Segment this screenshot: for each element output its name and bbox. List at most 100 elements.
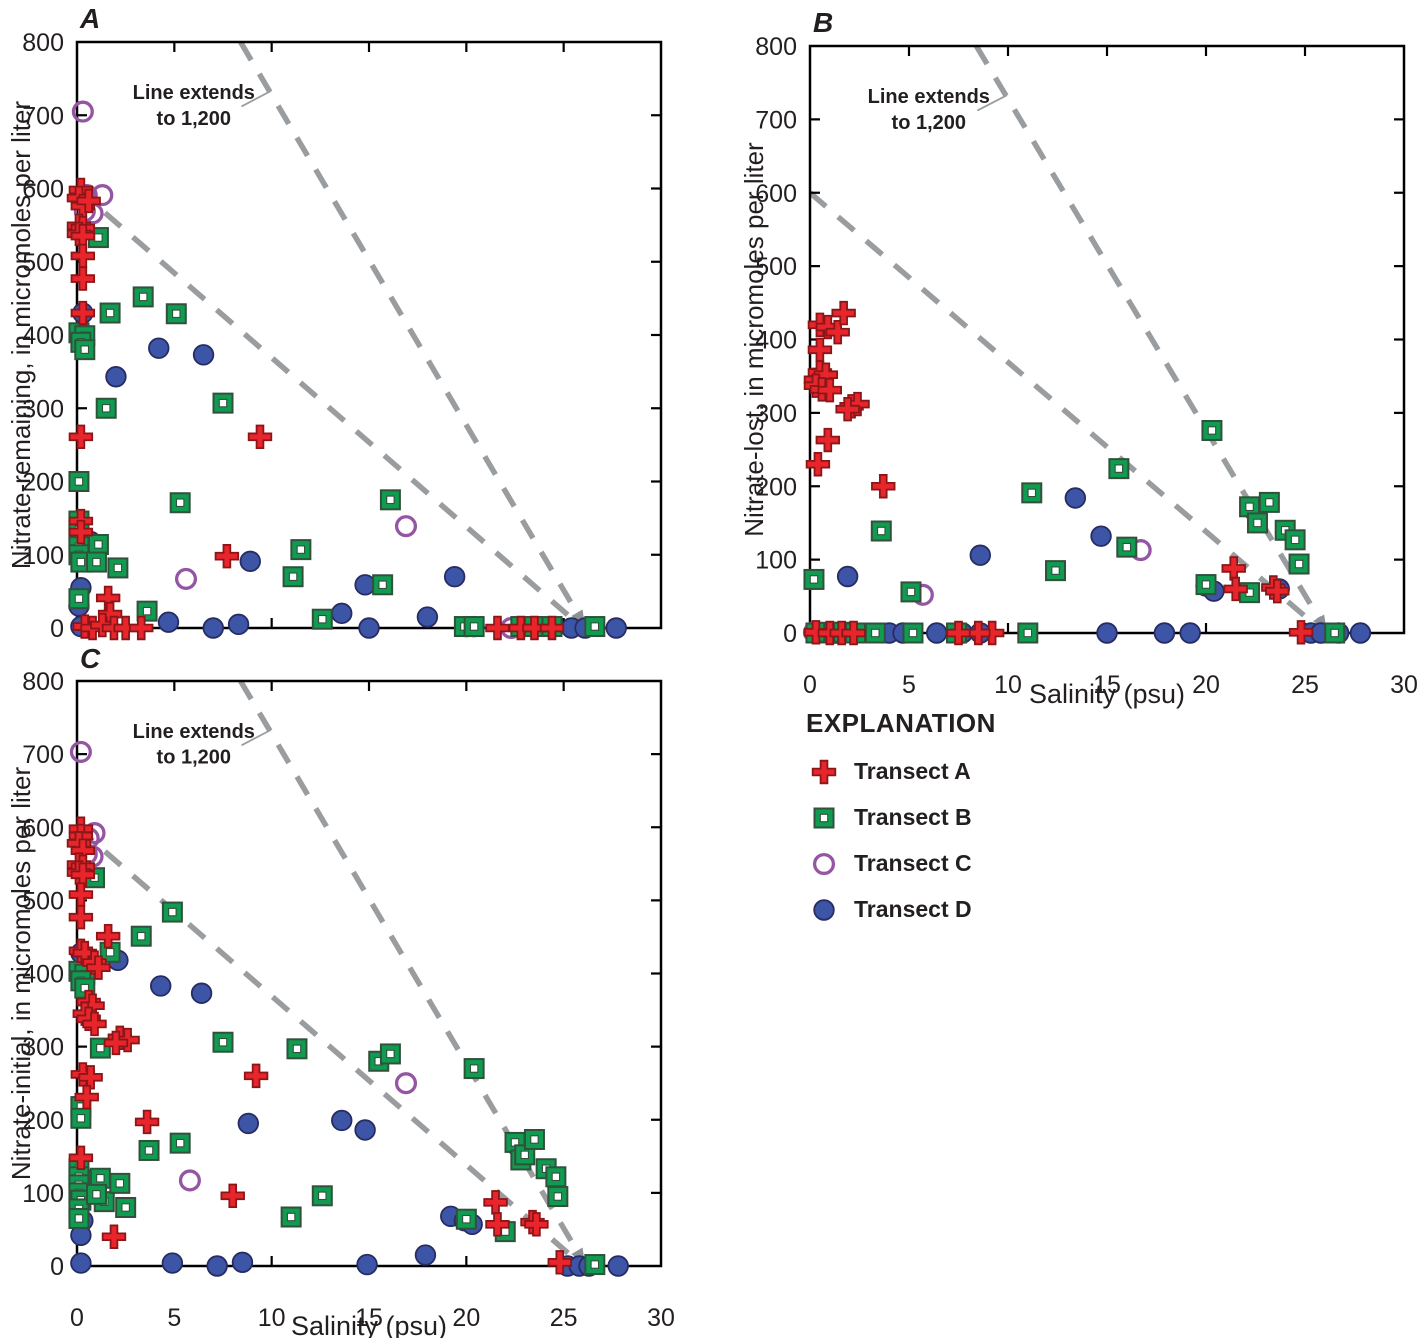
series-transect_a-B (803, 300, 1314, 646)
svg-text:800: 800 (22, 668, 64, 696)
y-tick-labels: 0 100 200 300 400 500 600 700 800 (22, 29, 64, 643)
point (174, 567, 198, 590)
transect-b-square-icon (813, 807, 835, 828)
point (1153, 622, 1176, 644)
svg-text:600: 600 (22, 176, 64, 204)
svg-text:100: 100 (22, 542, 64, 570)
point (605, 617, 627, 639)
svg-text:Line extends: Line extends (133, 82, 255, 104)
point (1265, 578, 1290, 604)
guide-lines-C (77, 681, 588, 1266)
point (522, 615, 547, 641)
y-axis-title: Nitrate-remaining, in micromoles per lit… (6, 101, 36, 569)
panel-letter: A (79, 3, 100, 34)
point (358, 617, 380, 639)
point (825, 319, 850, 345)
point (969, 544, 991, 566)
point (70, 1252, 92, 1274)
point (1223, 576, 1248, 602)
panel-B: 0 100 200 300 400 500 600 700 800 0 5 10 15 20 25 30 Lin… (739, 7, 1418, 709)
point (524, 1212, 549, 1237)
point (394, 1072, 418, 1095)
point (831, 300, 856, 326)
point (150, 975, 172, 997)
annotation-leader (241, 90, 272, 108)
point (539, 615, 565, 641)
series-transect_a-C (66, 816, 572, 1275)
svg-text:5: 5 (902, 671, 916, 699)
point (354, 574, 376, 596)
svg-text:0: 0 (50, 615, 64, 643)
svg-text:300: 300 (755, 400, 797, 428)
series-transect_b-C (68, 867, 606, 1276)
point (202, 617, 224, 639)
legend-item-transect-d: Transect D (806, 896, 1106, 923)
x-tick-labels: 0 5 10 15 20 25 30 (803, 671, 1418, 699)
point (805, 452, 831, 477)
svg-text:20: 20 (1192, 671, 1220, 699)
y-tick-labels: 0 100 200 300 400 500 600 700 800 (22, 668, 64, 1281)
panel-letter: B (813, 7, 833, 38)
point (148, 337, 170, 359)
series-transect_d-A (68, 302, 627, 639)
annotation-line-extends: Line extends to 1,200 (133, 82, 272, 130)
point (356, 1253, 378, 1276)
svg-text:Line extends: Line extends (133, 721, 255, 743)
point (231, 1251, 254, 1274)
point (547, 1250, 572, 1275)
point (134, 1109, 160, 1135)
svg-text:20: 20 (452, 1304, 480, 1332)
point (394, 515, 418, 538)
x-axis-title: Salinity (psu) (1029, 679, 1185, 709)
legend-label: Transect C (854, 850, 972, 876)
y-tick-labels: 0 100 200 300 400 500 600 700 800 (755, 33, 797, 648)
point (69, 740, 92, 763)
point (813, 898, 835, 921)
point (129, 615, 154, 641)
legend-label: Transect D (854, 896, 972, 922)
point (331, 1109, 353, 1132)
svg-text:800: 800 (22, 29, 64, 57)
point (946, 620, 971, 646)
point (82, 1011, 107, 1037)
svg-text:10: 10 (258, 1304, 286, 1332)
point (220, 1183, 245, 1208)
svg-text:500: 500 (22, 249, 64, 277)
legend: EXPLANATION Transect A Transect B Transe… (806, 708, 1106, 923)
svg-text:200: 200 (755, 473, 797, 501)
point (105, 366, 127, 388)
series-transect_b-B (803, 419, 1346, 644)
svg-text:to 1,200: to 1,200 (157, 108, 231, 130)
svg-text:15: 15 (1093, 671, 1121, 699)
svg-text:to 1,200: to 1,200 (157, 747, 231, 769)
point (443, 566, 466, 588)
point (247, 424, 273, 450)
legend-item-transect-b: Transect B (806, 804, 1106, 831)
svg-text:15: 15 (355, 1304, 383, 1332)
point (607, 1255, 629, 1277)
svg-text:10: 10 (994, 671, 1022, 699)
ticks (77, 42, 661, 628)
point (192, 344, 215, 366)
point (1096, 622, 1118, 644)
point (331, 602, 353, 625)
point (86, 955, 111, 980)
point (206, 1255, 228, 1277)
legend-item-transect-a: Transect A (806, 758, 1106, 785)
svg-text:0: 0 (70, 1304, 84, 1332)
point (214, 544, 240, 569)
svg-text:100: 100 (755, 547, 797, 575)
svg-text:800: 800 (755, 33, 797, 61)
svg-text:25: 25 (1291, 671, 1319, 699)
point (68, 424, 94, 450)
point (1064, 487, 1087, 509)
point (68, 519, 94, 545)
x-tick-labels: 0 5 10 15 20 25 30 (70, 1304, 675, 1332)
panel-letter: C (80, 643, 101, 674)
point (71, 100, 94, 123)
guide-lines-B (810, 46, 1330, 633)
svg-text:30: 30 (1390, 671, 1418, 699)
annotation-leader (976, 94, 1008, 112)
point (485, 1212, 510, 1237)
